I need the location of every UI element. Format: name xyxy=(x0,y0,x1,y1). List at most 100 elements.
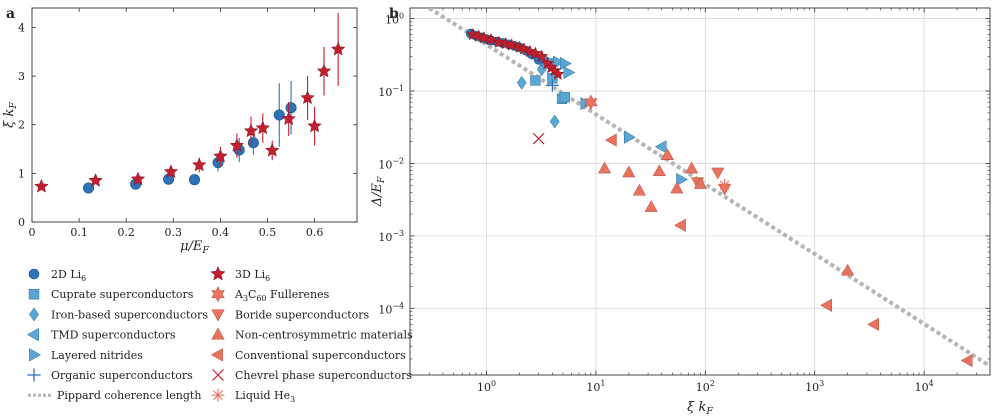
panel-a-xtick-label: 0.5 xyxy=(259,226,277,239)
legend-label: Layered nitrides xyxy=(51,349,143,362)
legend-item-chevrel-phase-superconductors: Chevrel phase superconductors xyxy=(212,369,412,382)
legend-item-iron-based-superconductors: Iron-based superconductors xyxy=(29,307,208,322)
panel-a-ytick-label: 3 xyxy=(18,70,25,83)
panel-b-point-non-centrosymmetric-materials xyxy=(660,148,674,160)
panel-b-point-organic-superconductors xyxy=(545,78,559,92)
panel-a-point-3d xyxy=(255,120,271,135)
legend-item-3d-li6: 3D Li6 xyxy=(210,265,270,283)
panel-b-xtick-label: 102 xyxy=(696,379,715,394)
panel-a-point-3d xyxy=(191,157,207,172)
legend-item-cuprate-superconductors: Cuprate superconductors xyxy=(28,288,194,301)
legend-label: 2D Li6 xyxy=(51,268,86,283)
legend-item-boride-superconductors: Boride superconductors xyxy=(211,308,370,322)
legend-label: Conventional superconductors xyxy=(235,349,406,362)
panel-b-point-layered-nitrides xyxy=(553,55,565,69)
panel-b-frame xyxy=(409,7,991,376)
panel-a-point-3d xyxy=(307,118,322,133)
panel-b-point-non-centrosymmetric-materials xyxy=(652,164,666,177)
panel-a-ylabel: ξ kF xyxy=(2,102,19,128)
legend-item-non-centrosymmetric-materials: Non-centrosymmetric materials xyxy=(211,327,413,342)
panel-a-ytick-label: 1 xyxy=(18,167,25,180)
panel-a-point-2d xyxy=(247,137,259,149)
panel-b-point-boride-superconductors xyxy=(711,167,725,180)
panel-a-point-3d xyxy=(264,142,280,157)
panel-a-point-3d xyxy=(88,172,103,187)
panel-b-xtick-label: 104 xyxy=(915,379,934,394)
legend-label: Organic superconductors xyxy=(51,369,193,382)
panel-b-point-cuprate-superconductors xyxy=(559,92,570,103)
legend-label: 3D Li6 xyxy=(235,268,270,283)
panel-a-xlabel: μ/EF xyxy=(180,239,209,256)
panel-a-xtick-label: 0.1 xyxy=(70,226,88,239)
panel-b-point-non-centrosymmetric-materials xyxy=(597,161,612,174)
panel-b-point-conventional-superconductors xyxy=(960,353,973,368)
panel-a-point-3d xyxy=(130,171,146,186)
panel-a-point-3d xyxy=(34,178,49,193)
panel-b-point-layered-nitrides xyxy=(676,172,689,187)
legend-item-conventional-superconductors: Conventional superconductors xyxy=(210,348,406,362)
panel-b-point-layered-nitrides xyxy=(624,130,636,144)
legend-label: A3C60 Fullerenes xyxy=(234,288,330,303)
panel-a-point-3d xyxy=(330,41,346,56)
panel-a-ytick-label: 4 xyxy=(18,21,25,34)
panel-b-point-3d-li6 xyxy=(535,49,549,63)
legend-item-tmd-superconductors: TMD superconductors xyxy=(26,327,176,342)
legend-label: Cuprate superconductors xyxy=(51,288,194,301)
panel-b-point-a3c60-fullerenes xyxy=(584,94,598,111)
panel-a-xtick-label: 0 xyxy=(29,226,36,239)
panel-a-point-3d xyxy=(229,137,245,152)
legend-label: Iron-based superconductors xyxy=(51,308,208,321)
panel-b-point-non-centrosymmetric-materials xyxy=(693,177,707,189)
panel-a-point-3d xyxy=(281,111,296,126)
pippard-coherence-line xyxy=(428,8,990,368)
panel-a-xtick-label: 0.3 xyxy=(165,226,183,239)
legend-marker xyxy=(212,369,224,381)
legend-item-organic-superconductors: Organic superconductors xyxy=(27,368,193,382)
panel-b-point-non-centrosymmetric-materials xyxy=(644,200,658,212)
legend-label: TMD superconductors xyxy=(51,329,176,342)
panel-b-point-cuprate-superconductors xyxy=(530,75,541,86)
panel-b-point-liquid-he3 xyxy=(718,179,731,192)
panel-b-point-3d-li6 xyxy=(484,32,498,46)
legend-label: Pippard coherence length xyxy=(57,389,201,402)
panel-a-point-3d xyxy=(243,123,259,138)
legend-marker xyxy=(211,309,225,322)
panel-a-point-3d xyxy=(300,90,315,105)
panel-b-ytick-label: 10−4 xyxy=(378,301,404,316)
legend-label: Liquid He3 xyxy=(235,389,295,404)
panel-a-point-2d xyxy=(189,174,201,186)
panel-a-point-3d xyxy=(163,164,179,179)
panel-a-xtick-label: 0.4 xyxy=(212,226,230,239)
legend-item-liquid-he3: Liquid He3 xyxy=(211,388,295,404)
panel-b-point-layered-nitrides xyxy=(563,65,576,80)
legend-item-pippard-coherence-length: Pippard coherence length xyxy=(28,389,201,402)
panel-b-point-conventional-superconductors xyxy=(604,133,617,147)
panel-a-frame xyxy=(31,7,358,223)
legend-marker xyxy=(29,348,42,362)
legend-marker xyxy=(211,327,225,340)
panel-a-xtick-label: 0.6 xyxy=(306,226,324,239)
panel-b-point-3d-li6 xyxy=(492,35,506,48)
panel-b-ytick-label: 100 xyxy=(385,12,404,27)
panel-b-point-conventional-superconductors xyxy=(820,298,832,312)
legend-marker xyxy=(210,265,226,281)
legend-marker xyxy=(27,368,41,382)
panel-a-xtick-label: 0.2 xyxy=(117,226,135,239)
legend-marker xyxy=(28,268,40,280)
panel-a-point-3d xyxy=(213,148,228,163)
legend-marker xyxy=(211,388,225,402)
panel-b-point-non-centrosymmetric-materials xyxy=(841,263,855,276)
panel-label-b: b xyxy=(389,6,399,22)
legend-item-2d-li6: 2D Li6 xyxy=(28,268,86,283)
panel-b-point-3d-li6 xyxy=(505,38,519,51)
legend-marker xyxy=(210,348,223,362)
panel-b-point-conventional-superconductors xyxy=(674,218,686,232)
legend: 2D Li6 3D Li6 Cuprate superconductors A3C60… xyxy=(26,265,413,404)
panel-b-point-tmd-superconductors xyxy=(654,140,667,154)
panel-b-point-non-centrosymmetric-materials xyxy=(622,165,636,178)
legend-label: Chevrel phase superconductors xyxy=(235,369,412,382)
panel-b-point-non-centrosymmetric-materials xyxy=(685,161,699,174)
panel-b-point-3d-li6 xyxy=(477,31,491,44)
legend-marker xyxy=(29,307,39,322)
